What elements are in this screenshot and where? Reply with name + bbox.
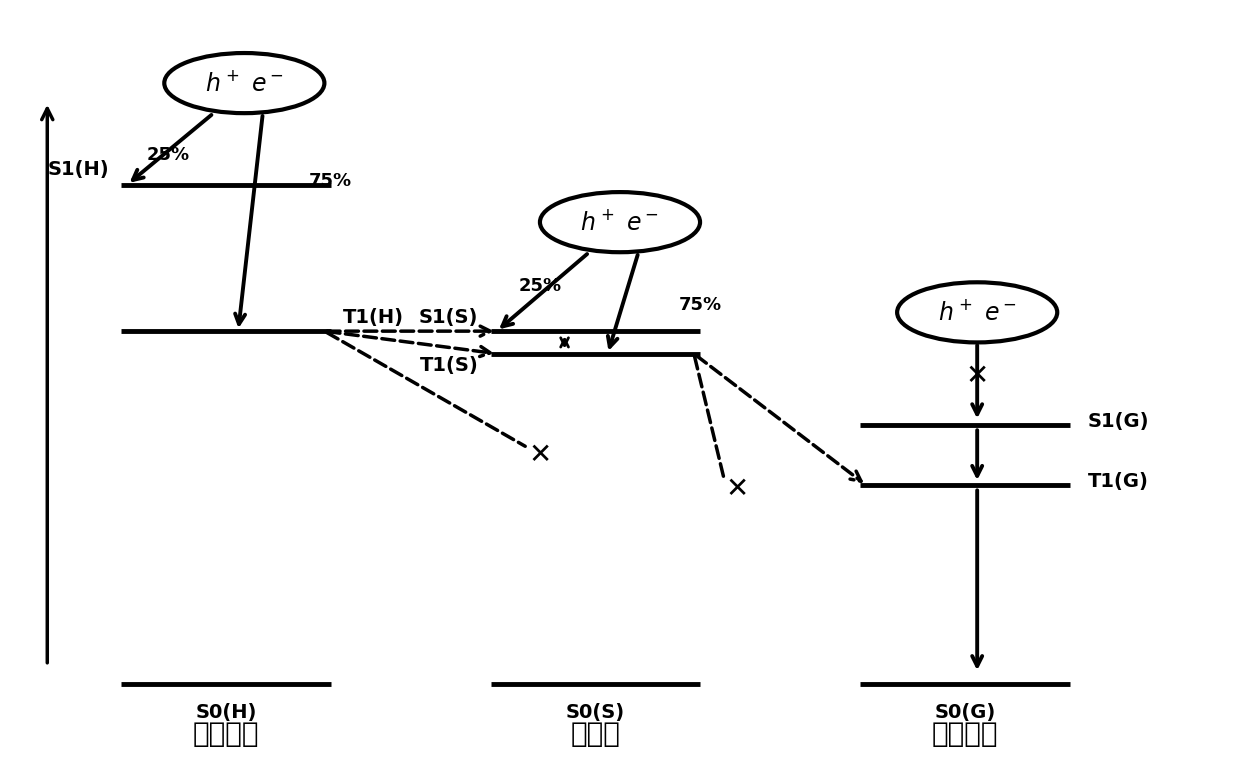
Text: 75%: 75% <box>309 172 352 190</box>
Text: ✕: ✕ <box>528 441 552 469</box>
Text: S0(S): S0(S) <box>565 703 625 722</box>
Text: $h^+$ $e^-$: $h^+$ $e^-$ <box>205 71 284 96</box>
Text: T1(H): T1(H) <box>343 309 404 328</box>
Text: 主体材料: 主体材料 <box>192 720 259 749</box>
Text: ✕: ✕ <box>725 475 749 503</box>
Text: $h^+$ $e^-$: $h^+$ $e^-$ <box>580 210 660 235</box>
Text: 25%: 25% <box>146 145 190 163</box>
Text: S1(H): S1(H) <box>47 160 109 179</box>
Text: S0(G): S0(G) <box>934 703 996 722</box>
Text: S0(H): S0(H) <box>195 703 257 722</box>
Text: 75%: 75% <box>678 296 722 314</box>
Text: S1(S): S1(S) <box>419 309 479 328</box>
Text: S1(G): S1(G) <box>1087 412 1149 431</box>
Text: ✕: ✕ <box>966 363 988 390</box>
Text: 敏化剂: 敏化剂 <box>570 720 620 749</box>
Text: $h^+$ $e^-$: $h^+$ $e^-$ <box>937 300 1017 325</box>
Text: 25%: 25% <box>518 277 562 295</box>
Text: T1(G): T1(G) <box>1087 472 1149 491</box>
Text: T1(S): T1(S) <box>419 356 479 375</box>
Text: 药光染料: 药光染料 <box>931 720 998 749</box>
